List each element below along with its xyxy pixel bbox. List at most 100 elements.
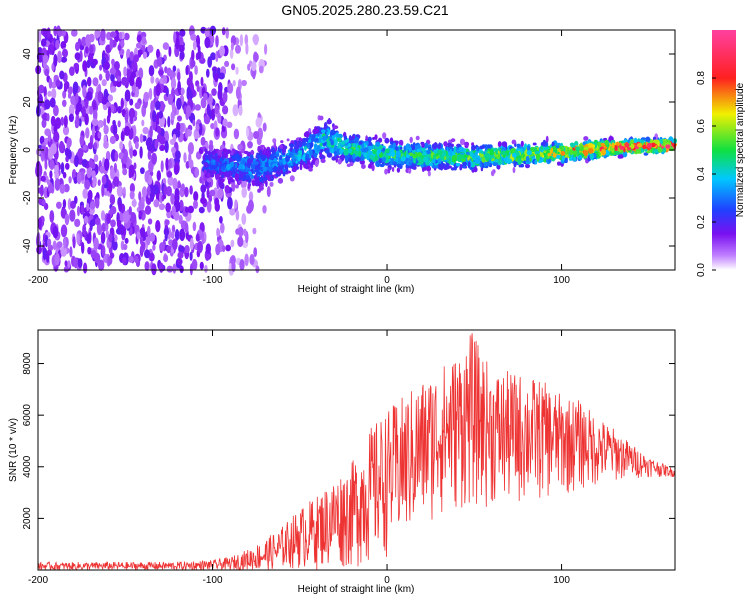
spectrogram-signal-blob	[626, 147, 632, 151]
spectrogram-signal-blob	[292, 155, 296, 162]
spectrogram-signal-blob	[242, 159, 246, 165]
spectrogram-signal-blob	[444, 141, 447, 147]
spectrogram-noise-blob	[149, 185, 156, 193]
spectrogram-noise-blob	[156, 56, 163, 67]
spectrogram-signal-blob	[319, 115, 324, 121]
spectrogram-noise-blob	[46, 113, 50, 122]
spectrogram-noise-blob	[191, 49, 195, 62]
spectrogram-noise-blob	[54, 178, 61, 191]
spectrogram-noise-blob	[179, 28, 186, 37]
x-tick-label: -100	[203, 275, 223, 286]
spectrogram-signal-blob	[242, 175, 247, 181]
spectrogram-noise-blob	[123, 66, 127, 77]
spectrogram-noise-blob	[200, 197, 207, 204]
spectrogram-signal-blob	[512, 166, 516, 174]
spectrogram-signal-blob	[352, 153, 356, 158]
spectrogram-noise-blob	[111, 58, 115, 66]
spectrogram-signal-blob	[211, 150, 215, 154]
spectrogram-signal-blob	[285, 168, 289, 172]
spectrogram-noise-blob	[101, 79, 107, 87]
spectrogram-signal-blob	[234, 162, 238, 169]
spectrogram-noise-blob	[122, 243, 128, 251]
spectrogram-noise-blob	[101, 175, 107, 185]
spectrogram-noise-blob	[82, 60, 88, 72]
spectrogram-noise-blob	[129, 183, 135, 194]
spectrogram-signal-blob	[469, 151, 474, 157]
spectrogram-signal-blob	[630, 139, 634, 145]
spectrogram-signal-blob	[550, 147, 554, 155]
spectrogram-signal-blob	[384, 137, 390, 144]
spectrogram-noise-blob	[41, 119, 47, 128]
spectrogram-noise-blob	[68, 176, 72, 184]
spectrogram-signal-blob	[583, 136, 589, 141]
spectrogram-signal-blob	[291, 167, 297, 173]
spectrogram-noise-blob	[229, 208, 236, 216]
spectrogram-noise-blob	[74, 218, 81, 228]
spectrogram-signal-blob	[615, 141, 620, 146]
spectrogram-noise-blob	[47, 90, 52, 97]
spectrogram-noise-blob	[255, 265, 260, 274]
spectrogram-noise-blob	[225, 27, 229, 39]
spectrogram-signal-blob	[415, 135, 420, 141]
spectrogram-signal-blob	[269, 175, 274, 181]
spectrogram-noise-blob	[192, 119, 196, 127]
spectrogram-noise-blob	[206, 188, 210, 199]
spectrogram-noise-blob	[186, 105, 192, 117]
spectrogram-signal-blob	[449, 148, 453, 156]
spectrogram-signal-blob	[630, 143, 635, 149]
spectrogram-signal-blob	[203, 175, 206, 181]
spectrogram-signal-blob	[568, 157, 573, 161]
spectrogram-noise-blob	[72, 81, 79, 93]
spectrogram-noise-blob	[93, 154, 99, 163]
spectrogram-noise-blob	[62, 171, 67, 179]
spectrogram-noise-blob	[149, 252, 155, 262]
spectrogram-noise-blob	[42, 113, 48, 121]
spectrogram-noise-blob	[252, 34, 259, 44]
spectrogram-noise-blob	[141, 196, 145, 204]
spectrogram-noise-blob	[135, 86, 139, 98]
spectrogram-noise-blob	[62, 48, 68, 58]
spectrogram-noise-blob	[128, 164, 135, 178]
spectrogram-noise-blob	[38, 197, 43, 206]
spectrogram-signal-blob	[327, 117, 331, 125]
spectrogram-signal-blob	[393, 161, 398, 166]
spectrogram-signal-blob	[314, 138, 319, 143]
spectrogram-noise-blob	[82, 144, 88, 151]
spectrogram-noise-blob	[204, 36, 211, 49]
spectrogram-noise-blob	[179, 228, 186, 242]
spectrogram-signal-blob	[481, 156, 486, 163]
spectrogram-noise-blob	[152, 110, 157, 123]
spectrogram-noise-blob	[93, 142, 98, 150]
spectrogram-noise-blob	[103, 140, 109, 149]
spectrogram-noise-blob	[57, 50, 62, 63]
spectrogram-signal-blob	[400, 161, 404, 166]
spectrogram-noise-blob	[77, 258, 83, 269]
spectrogram-noise-blob	[170, 193, 176, 205]
spectrogram-noise-blob	[122, 167, 128, 176]
spectrogram-signal-blob	[247, 182, 251, 190]
spectrogram-signal-blob	[265, 150, 272, 158]
spectrogram-noise-blob	[84, 113, 89, 126]
spectrogram-noise-blob	[188, 159, 194, 169]
spectrogram-noise-blob	[253, 247, 258, 257]
spectrogram-noise-blob	[38, 217, 42, 231]
spectrogram-signal-blob	[207, 150, 211, 156]
spectrogram-noise-blob	[90, 219, 96, 227]
spectrogram-signal-blob	[578, 154, 583, 160]
spectrogram-noise-blob	[144, 249, 151, 259]
spectrogram-noise-blob	[92, 125, 95, 139]
spectrogram-signal-blob	[662, 147, 667, 153]
spectrogram-signal-blob	[325, 149, 330, 154]
spectrogram-signal-blob	[344, 135, 348, 140]
spectrogram-noise-blob	[165, 202, 171, 213]
spectrogram-noise-blob	[113, 61, 120, 71]
spectrogram-signal-blob	[337, 158, 342, 165]
spectrogram-signal-blob	[545, 135, 549, 143]
spectrogram-signal-blob	[412, 156, 417, 164]
spectrogram-signal-blob	[347, 143, 352, 148]
y-tick-label: 40	[22, 48, 33, 60]
spectrogram-signal-blob	[432, 154, 437, 160]
spectrogram-noise-blob	[190, 33, 197, 41]
spectrogram-signal-blob	[261, 154, 266, 162]
spectrogram-noise-blob	[146, 185, 151, 196]
